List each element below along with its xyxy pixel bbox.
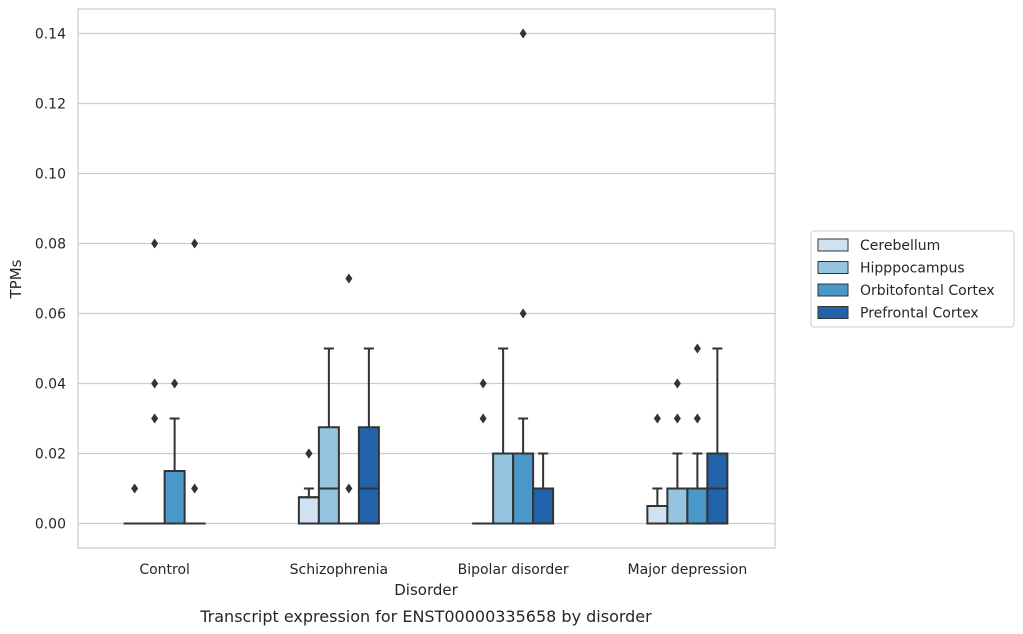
x-tick-label: Bipolar disorder: [458, 562, 569, 578]
outlier-point: [345, 273, 353, 284]
outlier-point: [131, 483, 139, 494]
y-tick-label: 0.12: [35, 97, 66, 113]
box-cerebellum: [646, 413, 669, 525]
box-hipppocampus: [317, 347, 340, 525]
box-hipppocampus: [492, 347, 515, 525]
box-body: [666, 487, 689, 525]
outlier-point: [151, 413, 159, 424]
outlier-point: [171, 378, 179, 389]
legend-entry-label: Orbitofontal Cortex: [860, 283, 995, 299]
outlier-point: [479, 378, 487, 389]
outlier-point: [693, 413, 701, 424]
box-hipppocampus: [143, 238, 166, 525]
x-axis-label: Disorder: [394, 581, 458, 599]
box-orbitofontal-cortex: [163, 378, 186, 525]
box-body: [532, 487, 555, 525]
legend-entry-label: Prefrontal Cortex: [860, 306, 979, 322]
box-body: [492, 452, 515, 525]
legend-swatch: [817, 306, 849, 319]
y-axis-label: TPMs: [7, 259, 25, 299]
y-tick-label: 0.08: [35, 237, 66, 253]
outlier-point: [519, 28, 527, 39]
legend-frame: [810, 230, 1015, 328]
outlier-point: [191, 238, 199, 249]
y-tick-label: 0.00: [35, 517, 66, 533]
box-orbitofontal-cortex: [512, 28, 535, 525]
outlier-point: [151, 378, 159, 389]
outlier-point: [693, 343, 701, 354]
outlier-point: [519, 308, 527, 319]
box-body: [686, 487, 709, 525]
legend-swatch: [817, 283, 849, 297]
box-body: [163, 470, 186, 525]
outlier-point: [191, 483, 199, 494]
y-tick-label: 0.04: [35, 377, 66, 393]
outlier-point: [653, 413, 661, 424]
legend-swatch: [817, 261, 849, 274]
legend-entry-label: Hipppocampus: [860, 261, 965, 277]
box-body: [512, 452, 535, 525]
chart-caption: Transcript expression for ENST0000033565…: [199, 607, 652, 626]
box-cerebellum: [472, 378, 495, 525]
legend-swatch: [817, 238, 849, 252]
box-prefrontal-cortex: [357, 347, 380, 525]
x-tick-label: Control: [139, 562, 190, 578]
outlier-point: [673, 413, 681, 424]
box-body: [297, 496, 320, 525]
y-tick-label: 0.02: [35, 447, 66, 463]
outlier-point: [345, 483, 353, 494]
box-orbitofontal-cortex: [686, 343, 709, 525]
box-prefrontal-cortex: [183, 238, 206, 525]
x-tick-label: Major depression: [628, 562, 748, 578]
box-body: [317, 426, 340, 525]
y-tick-label: 0.10: [35, 167, 66, 183]
outlier-point: [479, 413, 487, 424]
box-prefrontal-cortex: [706, 347, 729, 525]
box-groups: [123, 28, 729, 525]
x-axis-ticks: Control Schizophrenia Bipolar disorder Majo…: [139, 562, 747, 578]
outlier-point: [673, 378, 681, 389]
outlier-point: [305, 448, 313, 459]
y-axis-ticks: 0.00 0.02 0.04 0.06 0.08 0.10 0.12 0.14: [35, 27, 66, 533]
x-tick-label: Schizophrenia: [290, 562, 388, 578]
legend: Cerebellum Hipppocampus Orbitofontal Corte…: [810, 230, 1015, 328]
y-tick-label: 0.06: [35, 307, 66, 323]
box-body: [357, 426, 380, 525]
outlier-point: [151, 238, 159, 249]
box-body: [646, 505, 669, 525]
box-hipppocampus: [666, 378, 689, 525]
legend-entry-label: Cerebellum: [860, 238, 940, 254]
y-tick-label: 0.14: [35, 27, 66, 43]
plot-frame: [77, 8, 776, 549]
box-prefrontal-cortex: [532, 452, 555, 525]
plot-area: [78, 9, 775, 548]
